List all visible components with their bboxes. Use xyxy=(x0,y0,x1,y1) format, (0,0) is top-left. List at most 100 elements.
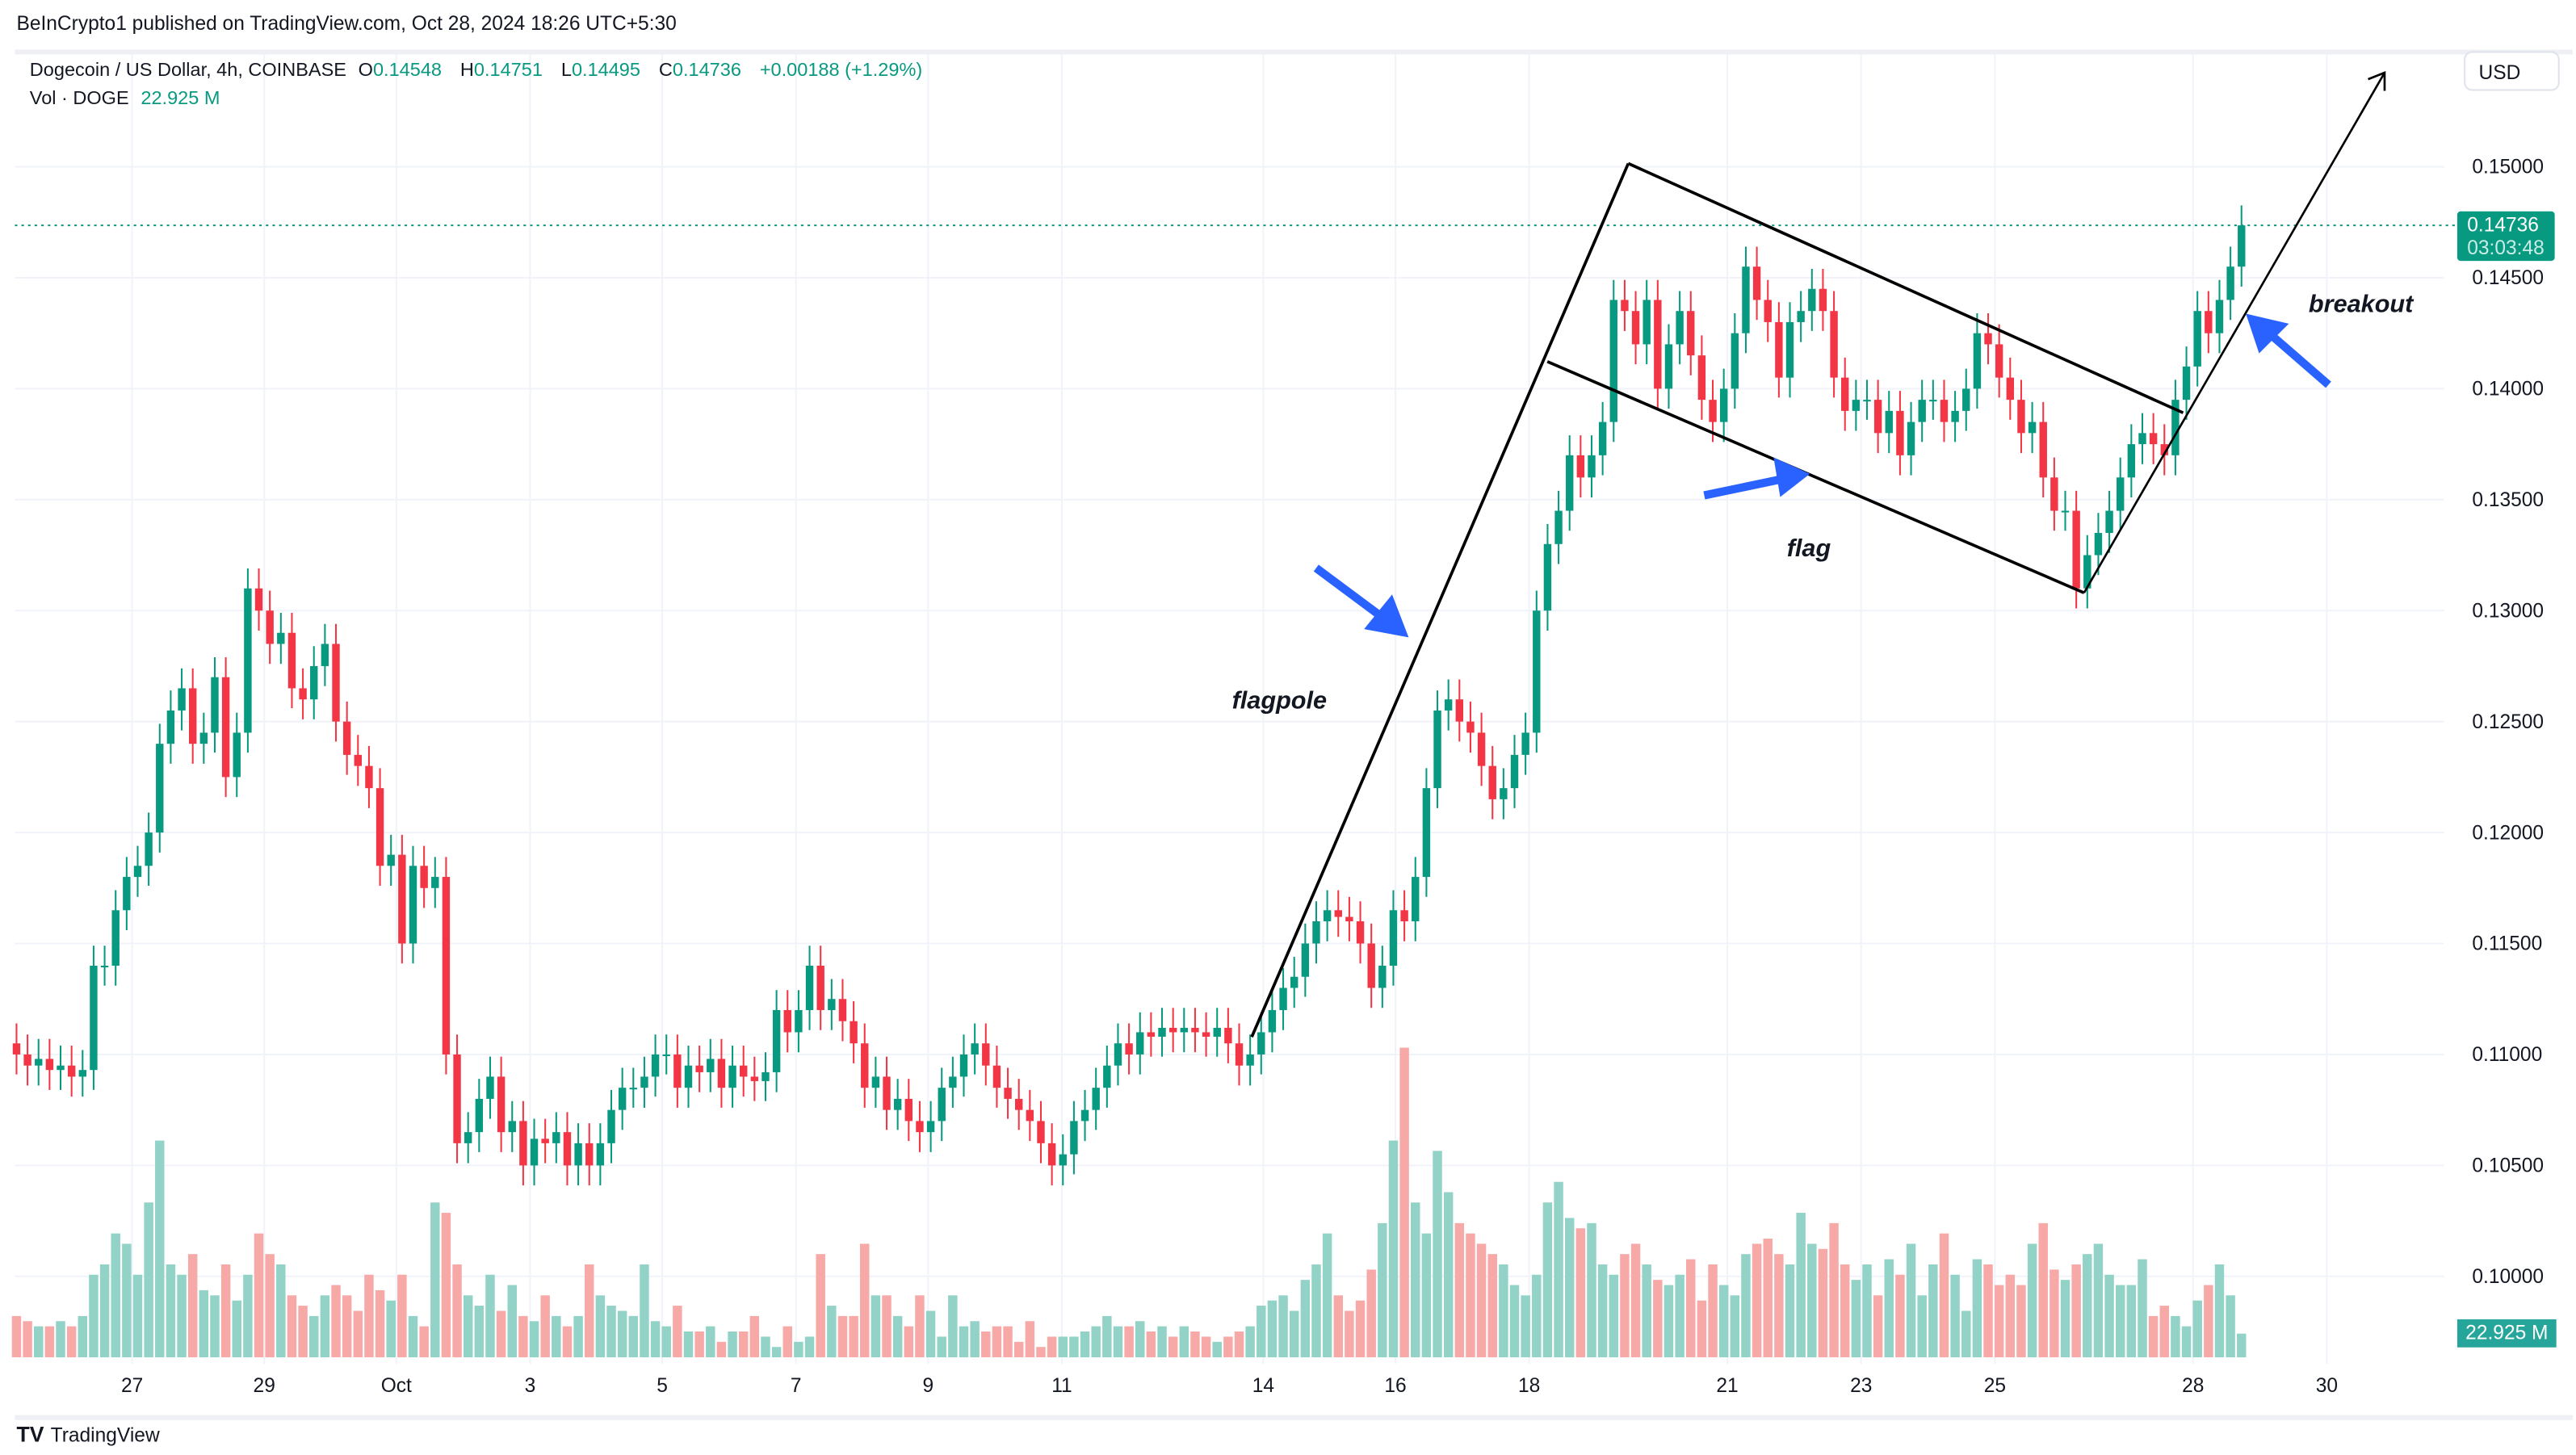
candle xyxy=(772,1009,781,1072)
volume-bar xyxy=(1950,1274,1960,1357)
tradingview-logo[interactable]: TV TradingView xyxy=(16,1421,160,1447)
volume-bar xyxy=(375,1289,385,1357)
candle xyxy=(1687,311,1695,356)
volume-bar xyxy=(1840,1264,1850,1357)
candle xyxy=(2205,311,2213,333)
volume-bar xyxy=(1267,1300,1278,1357)
volume-bar xyxy=(1102,1315,1112,1357)
candle xyxy=(420,866,428,888)
drawings xyxy=(1250,71,2386,1038)
volume-bar xyxy=(66,1326,77,1357)
volume-bar xyxy=(1245,1326,1255,1357)
candle xyxy=(287,632,296,689)
candle xyxy=(585,1143,594,1166)
candle xyxy=(12,1043,21,1055)
volume-bar xyxy=(761,1336,770,1357)
volume-bar xyxy=(1554,1181,1563,1357)
candle xyxy=(1719,388,1728,422)
volume-bar xyxy=(44,1326,55,1357)
candle xyxy=(838,999,847,1021)
volume-bar xyxy=(23,1321,32,1357)
volume-bar xyxy=(2049,1269,2059,1357)
volume-bar xyxy=(1499,1264,1508,1357)
volume-bar xyxy=(1443,1192,1454,1357)
candle xyxy=(453,1054,461,1143)
candle xyxy=(926,1121,935,1133)
volume-bar xyxy=(673,1306,682,1357)
candle xyxy=(123,877,131,911)
candle xyxy=(1301,943,1310,977)
volume-bar xyxy=(2126,1285,2137,1357)
volume-bar xyxy=(1003,1326,1013,1357)
volume-bar xyxy=(1542,1202,1553,1357)
volume-bar xyxy=(1774,1254,1784,1357)
candle xyxy=(244,588,252,733)
price-tick-label: 0.12500 xyxy=(2472,711,2544,733)
candle xyxy=(563,1132,572,1166)
volume-indicator-label[interactable]: Vol · DOGE xyxy=(29,89,129,109)
symbol-name[interactable]: Dogecoin / US Dollar, 4h, COINBASE xyxy=(29,61,346,82)
volume-bar xyxy=(1366,1269,1376,1357)
volume-bar xyxy=(804,1336,815,1357)
volume-bar xyxy=(2192,1300,2202,1357)
volume-bar xyxy=(1620,1254,1630,1357)
volume-bar xyxy=(1972,1259,1982,1357)
candle xyxy=(1059,1154,1067,1166)
volume-bar xyxy=(1675,1274,1684,1357)
time-tick-label: 14 xyxy=(1252,1375,1274,1397)
candle xyxy=(1775,321,1783,378)
candle xyxy=(1995,344,2003,378)
candle xyxy=(1290,976,1298,988)
volume-bar xyxy=(320,1295,330,1357)
volume-bar xyxy=(1708,1264,1718,1357)
volume-bar xyxy=(892,1315,903,1357)
time-tick-label: 9 xyxy=(922,1375,933,1397)
candle xyxy=(1808,288,1816,312)
candle xyxy=(1422,788,1431,878)
volume-bar xyxy=(1575,1228,1586,1357)
candle xyxy=(1533,610,1541,733)
volume-bar xyxy=(99,1264,110,1357)
volume-bar xyxy=(276,1264,286,1357)
candle xyxy=(35,1059,43,1066)
candle xyxy=(145,832,153,866)
volume-bar xyxy=(937,1336,946,1357)
candle xyxy=(1477,732,1486,766)
arrow-icon xyxy=(1703,457,1810,500)
volume-bar xyxy=(1212,1341,1222,1357)
volume-bar xyxy=(728,1331,737,1357)
currency-button[interactable]: USD xyxy=(2464,51,2560,91)
candle xyxy=(486,1076,494,1099)
time-tick-label: 3 xyxy=(525,1375,536,1397)
volume-bar xyxy=(518,1315,528,1357)
candle xyxy=(2171,400,2180,455)
flagpole-label: flagpole xyxy=(1232,686,1328,714)
time-tick-label: 25 xyxy=(1984,1375,2006,1397)
candle xyxy=(728,1065,736,1088)
volume-bar xyxy=(155,1140,165,1357)
candle xyxy=(1731,333,1739,389)
volume-bar xyxy=(1521,1295,1530,1357)
candle xyxy=(707,1059,715,1072)
candle xyxy=(1918,400,1926,422)
volume-bar xyxy=(78,1315,88,1357)
volume-bar xyxy=(981,1331,991,1357)
candle xyxy=(221,677,230,778)
volume-bar xyxy=(562,1326,573,1357)
volume-bar xyxy=(2171,1315,2180,1357)
volume-bar xyxy=(2181,1326,2192,1357)
candle xyxy=(1576,455,1585,478)
candle xyxy=(100,965,109,968)
time-tick-label: 30 xyxy=(2316,1375,2338,1397)
volume-bar xyxy=(1587,1222,1596,1357)
volume-bar xyxy=(1113,1326,1123,1357)
volume-bar xyxy=(1509,1285,1520,1357)
volume-bar xyxy=(1597,1264,1608,1357)
candle xyxy=(1136,1032,1144,1055)
volume-bar xyxy=(1345,1310,1354,1357)
volume-bar xyxy=(144,1202,153,1357)
volume-bar xyxy=(1763,1239,1773,1357)
candle xyxy=(1841,377,1849,411)
candle xyxy=(684,1065,693,1088)
